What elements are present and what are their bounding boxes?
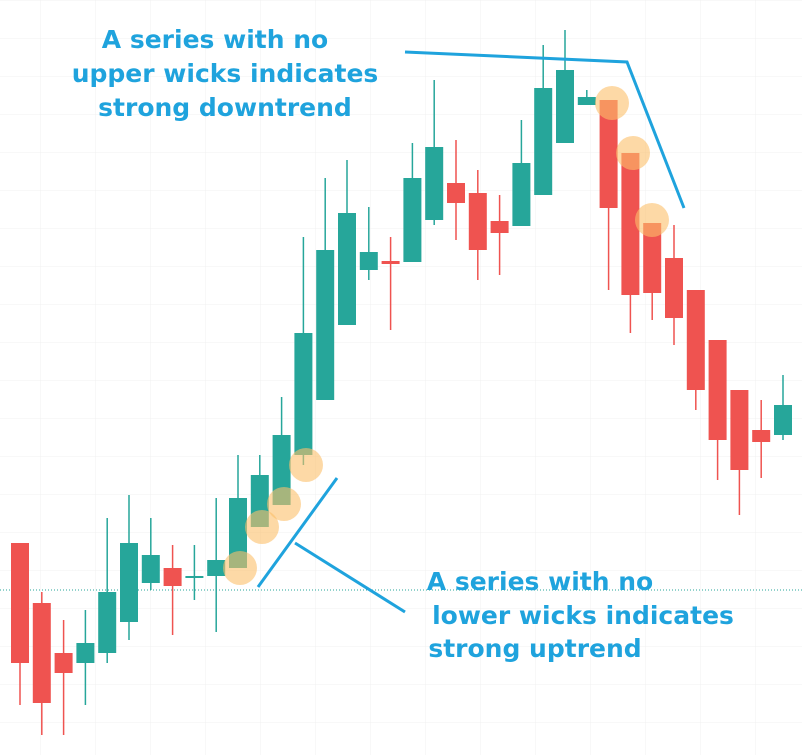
highlight bbox=[267, 487, 301, 521]
candle-body bbox=[32, 603, 51, 703]
candle-body bbox=[381, 261, 400, 264]
highlight bbox=[595, 86, 629, 120]
candle-body bbox=[425, 147, 444, 220]
candle-body bbox=[338, 213, 356, 325]
candle-body bbox=[708, 340, 727, 440]
pointer-lines bbox=[256, 50, 686, 614]
highlight bbox=[635, 203, 669, 237]
annotation-line: lower wicks indicates bbox=[432, 601, 734, 630]
candle-body bbox=[468, 193, 487, 250]
candle-body bbox=[621, 153, 640, 295]
candle-body bbox=[599, 100, 618, 208]
annotation-line: A series with no bbox=[427, 567, 653, 596]
annotation-line: strong uptrend bbox=[428, 634, 641, 663]
candle-body bbox=[316, 250, 335, 400]
annotation-line: strong downtrend bbox=[98, 93, 352, 122]
candle-body bbox=[490, 221, 509, 233]
candle-body bbox=[294, 333, 313, 455]
candle-body bbox=[229, 498, 247, 568]
candle-body bbox=[730, 390, 749, 470]
candle-body bbox=[774, 405, 792, 435]
candle-body bbox=[512, 163, 531, 226]
pointer-line bbox=[256, 477, 406, 614]
candle-body bbox=[11, 543, 29, 663]
candle-body bbox=[643, 223, 662, 293]
candle-body bbox=[98, 592, 117, 653]
candle-body bbox=[686, 290, 705, 390]
candle-body bbox=[76, 643, 95, 663]
candle-body bbox=[207, 560, 226, 576]
highlight bbox=[223, 551, 257, 585]
candle-body bbox=[556, 70, 574, 143]
annotation-line: upper wicks indicates bbox=[72, 59, 379, 88]
candle-body bbox=[447, 183, 465, 203]
highlight bbox=[289, 448, 323, 482]
candle-body bbox=[185, 576, 204, 578]
candle-body bbox=[54, 653, 73, 673]
pointer-line bbox=[404, 50, 686, 209]
candle-body bbox=[534, 88, 553, 195]
annotation-line: A series with no bbox=[102, 25, 328, 54]
candle-body bbox=[752, 430, 771, 442]
highlight bbox=[245, 510, 279, 544]
candle-body bbox=[403, 178, 422, 262]
highlights bbox=[223, 86, 669, 585]
candle-body bbox=[120, 543, 138, 622]
highlight bbox=[616, 136, 650, 170]
candle-body bbox=[665, 258, 683, 318]
candle-body bbox=[163, 568, 182, 586]
candle-body bbox=[141, 555, 160, 583]
candle-body bbox=[577, 97, 596, 105]
candle-body bbox=[359, 252, 378, 270]
